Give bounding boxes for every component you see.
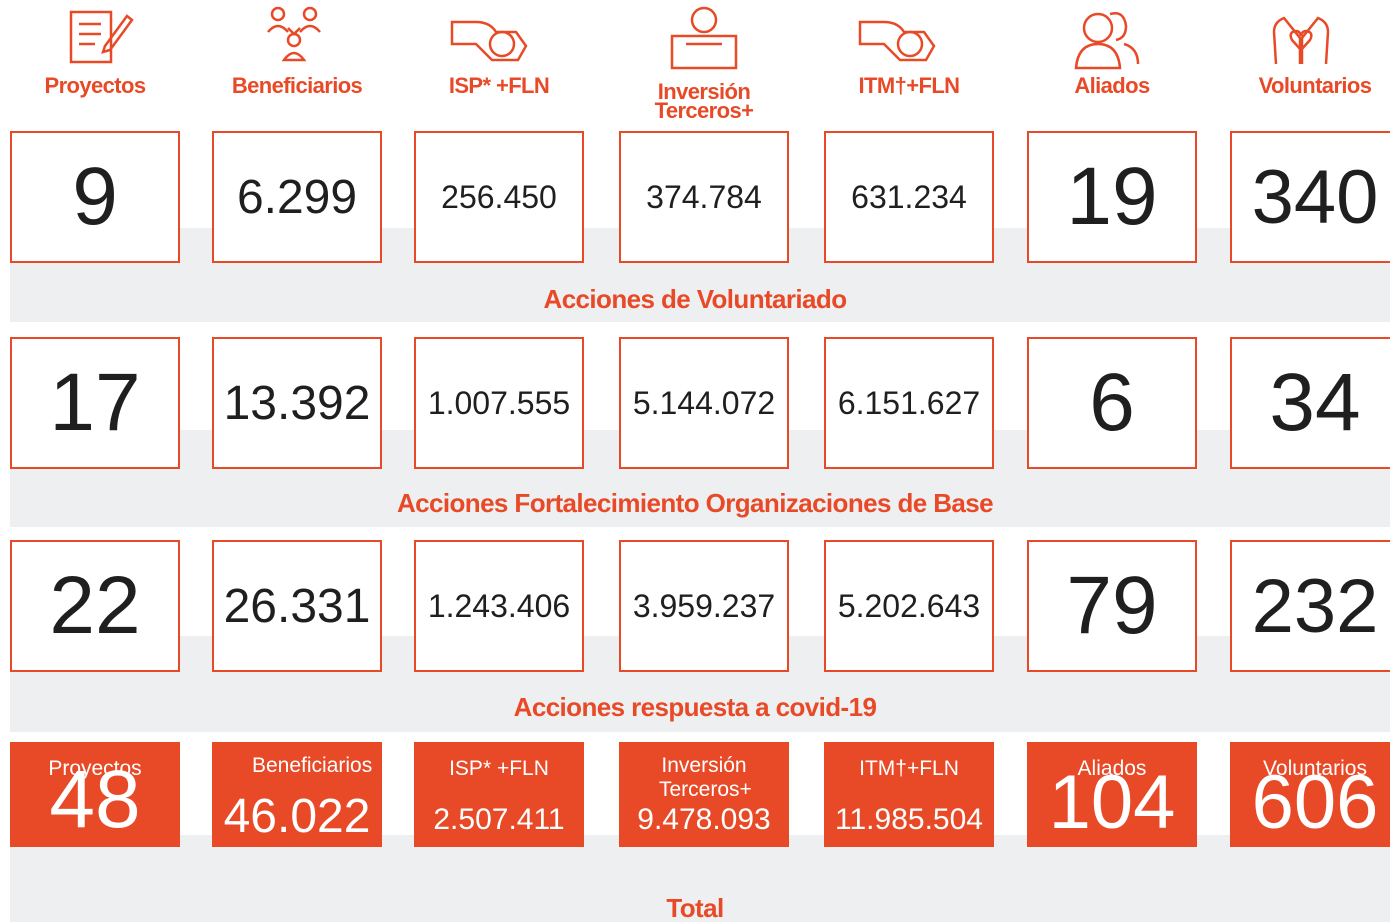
value-box: 13.392 [212,337,382,469]
column-header: Beneficiarios [231,73,363,98]
column-header: Voluntarios [1258,73,1372,98]
total-value: 104 [1048,760,1176,845]
value: 5.202.643 [837,587,981,624]
total-box: Inversión Terceros+ 9.478.093 [619,742,789,847]
value: 1.243.406 [427,587,571,624]
total-label: Aliados [1077,757,1147,780]
value: 17 [49,357,141,448]
value: 340 [1251,154,1379,240]
total-label: Proyectos [48,757,142,780]
value: 1.007.555 [427,384,571,421]
value-box: 6.299 [212,131,382,263]
value-box: 3.959.237 [619,540,789,672]
value-box: 631.234 [824,131,994,263]
value: 6 [1089,357,1135,448]
column-header: ITM†+FLN [858,73,961,98]
total-value: 606 [1251,760,1379,845]
total-box: Beneficiarios 46.022 [212,742,382,847]
value-box: 6.151.627 [824,337,994,469]
total-box: ITM†+FLN 11.985.504 [824,742,994,847]
icon-hands-heart [1272,16,1330,65]
section-title: Acciones Fortalecimiento Organizaciones … [396,488,994,518]
total-box: ISP* +FLN 2.507.411 [414,742,584,847]
total-label: Inversión Terceros+ [659,754,752,801]
icon-ballot [670,6,738,70]
section-title: Acciones respuesta a covid-19 [513,692,877,722]
value: 374.784 [646,178,762,215]
section-title: Acciones de Voluntariado [543,284,848,314]
band [10,835,1390,922]
value-box: 22 [10,540,180,672]
value: 34 [1269,357,1361,448]
value-box: 34 [1230,337,1390,469]
total-label: Voluntarios [1263,757,1367,780]
icon-allies [1074,12,1140,70]
total-box: Voluntarios 606 [1230,742,1390,847]
total-label: Beneficiarios [252,754,373,777]
value-box: 340 [1230,131,1390,263]
total-label: ISP* +FLN [449,757,549,780]
value: 22 [49,560,141,651]
value: 232 [1251,563,1379,649]
value: 256.450 [441,178,557,215]
value: 13.392 [223,376,371,430]
value: 6.151.627 [837,384,981,421]
icon-hand-coin [858,20,936,62]
section-title: Total [666,893,724,922]
value-box: 5.202.643 [824,540,994,672]
value-box: 79 [1027,540,1197,672]
total-value: 46.022 [223,790,371,843]
column-header: Inversión Terceros+ [654,79,754,123]
value: 631.234 [851,178,967,215]
total-value: 2.507.411 [433,803,565,836]
icon-people [267,6,321,62]
column-header: Aliados [1074,73,1150,98]
total-box: Proyectos 48 [10,742,180,847]
value: 9 [72,151,118,242]
value: 19 [1066,151,1158,242]
value-box: 17 [10,337,180,469]
icon-document [69,10,134,64]
total-box: Aliados 104 [1027,742,1197,847]
value: 5.144.072 [632,384,776,421]
value-box: 6 [1027,337,1197,469]
value-box: 5.144.072 [619,337,789,469]
total-value: 9.478.093 [637,803,771,836]
value-box: 1.243.406 [414,540,584,672]
total-value: 11.985.504 [835,803,983,836]
value-box: 19 [1027,131,1197,263]
value-box: 232 [1230,540,1390,672]
icon-hand-coin [450,20,528,62]
value-box: 374.784 [619,131,789,263]
value: 26.331 [223,579,371,633]
column-header: ISP* +FLN [448,73,550,98]
value: 79 [1066,560,1158,651]
column-header: Proyectos [44,73,147,98]
value-box: 9 [10,131,180,263]
total-label: ITM†+FLN [859,757,959,780]
total-value: 48 [49,754,141,845]
value-box: 26.331 [212,540,382,672]
value: 6.299 [236,170,358,224]
value: 3.959.237 [632,587,776,624]
value-box: 1.007.555 [414,337,584,469]
value-box: 256.450 [414,131,584,263]
